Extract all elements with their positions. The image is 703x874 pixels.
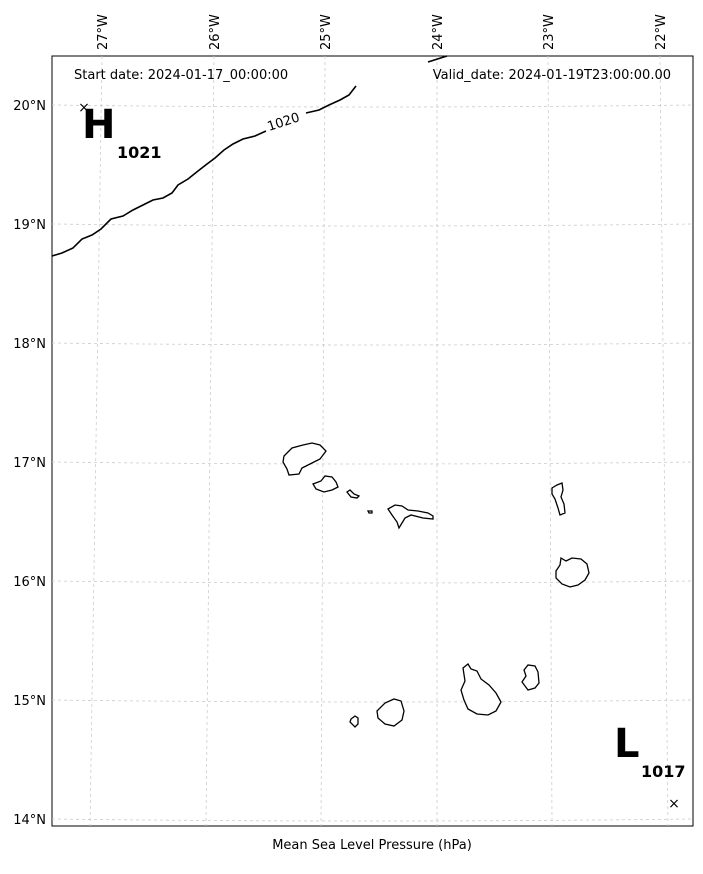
longitude-gridlines xyxy=(89,55,669,827)
island-sal xyxy=(551,482,566,516)
island-fogo xyxy=(376,698,405,727)
island-santo-antao xyxy=(282,442,327,476)
high-value: 1021 xyxy=(117,143,162,162)
lon-label-24w: 24°W xyxy=(431,14,446,50)
lat-label-19n: 19°N xyxy=(13,218,46,233)
valid-date-text: Valid_date: 2024-01-19T23:00:00.00 xyxy=(433,68,671,83)
high-letter: H xyxy=(82,102,115,148)
start-date-text: Start date: 2024-01-17_00:00:00 xyxy=(74,68,288,83)
island-raso xyxy=(366,510,373,514)
island-santiago xyxy=(460,663,502,716)
islands xyxy=(282,442,590,728)
lat-label-14n: 14°N xyxy=(13,813,46,828)
lat-label-18n: 18°N xyxy=(13,337,46,352)
lat-label-17n: 17°N xyxy=(13,456,46,471)
island-brava xyxy=(349,715,359,728)
lat-label-15n: 15°N xyxy=(13,694,46,709)
lat-label-16n: 16°N xyxy=(13,575,46,590)
lon-label-23w: 23°W xyxy=(542,14,557,50)
lon-label-27w: 27°W xyxy=(96,14,111,50)
latitude-gridlines xyxy=(51,104,694,822)
lon-label-22w: 22°W xyxy=(654,14,669,50)
map-caption: Mean Sea Level Pressure (hPa) xyxy=(272,838,472,853)
lon-label-25w: 25°W xyxy=(319,14,334,50)
island-sao-vicente xyxy=(312,475,339,493)
island-sao-nicolau xyxy=(387,504,434,530)
isobar-1020 xyxy=(51,55,448,257)
island-santa-luzia xyxy=(346,489,361,499)
low-letter: L xyxy=(614,721,640,767)
island-maio xyxy=(521,664,540,691)
low-center-marker: × xyxy=(668,796,680,812)
low-value: 1017 xyxy=(641,762,686,781)
lat-label-20n: 20°N xyxy=(13,99,46,114)
map-frame xyxy=(51,55,694,827)
lon-label-26w: 26°W xyxy=(208,14,223,50)
island-boa-vista xyxy=(555,556,590,588)
high-center-marker: × xyxy=(78,100,90,116)
